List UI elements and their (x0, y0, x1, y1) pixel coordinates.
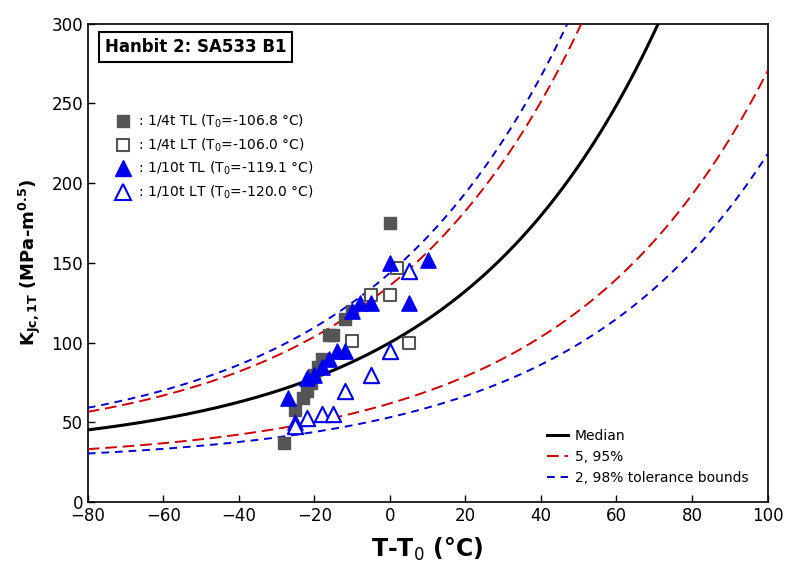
Point (282, 394, 294, 403)
Legend: Median, 5, 95%, 2, 98% tolerance bounds: Median, 5, 95%, 2, 98% tolerance bounds (542, 423, 754, 491)
Point (402, 338, 415, 347)
Point (383, 290, 396, 299)
X-axis label: T-T$_0$ (°C): T-T$_0$ (°C) (371, 536, 484, 563)
Point (297, 394, 310, 403)
Point (304, 378, 317, 387)
Point (365, 370, 378, 379)
Point (312, 362, 325, 371)
Point (422, 255, 434, 264)
Point (402, 266, 415, 276)
Point (346, 306, 358, 316)
Point (327, 410, 340, 419)
Point (315, 410, 328, 419)
Point (346, 306, 358, 316)
Point (346, 336, 358, 346)
Point (327, 330, 340, 339)
Point (301, 373, 314, 382)
Point (402, 298, 415, 307)
Point (330, 346, 343, 356)
Point (323, 330, 336, 339)
Point (365, 298, 378, 307)
Point (365, 290, 378, 299)
Point (354, 298, 366, 307)
Point (383, 219, 396, 228)
Point (301, 386, 314, 395)
Point (289, 421, 302, 430)
Point (278, 438, 290, 448)
Point (308, 370, 321, 379)
Text: Hanbit 2: SA533 B1: Hanbit 2: SA533 B1 (105, 38, 286, 56)
Point (315, 354, 328, 363)
Point (308, 370, 321, 379)
Point (301, 413, 314, 422)
Point (338, 386, 351, 395)
Point (315, 362, 328, 371)
Y-axis label: K$_{\mathbf{Jc,1T}}$ (MPa-m$^{\mathbf{0.5}}$): K$_{\mathbf{Jc,1T}}$ (MPa-m$^{\mathbf{0.… (17, 179, 43, 346)
Point (383, 346, 396, 356)
Point (383, 258, 396, 267)
Point (289, 405, 302, 414)
Point (323, 354, 336, 363)
Point (338, 314, 351, 324)
Point (391, 263, 404, 273)
Point (289, 418, 302, 427)
Point (338, 346, 351, 356)
